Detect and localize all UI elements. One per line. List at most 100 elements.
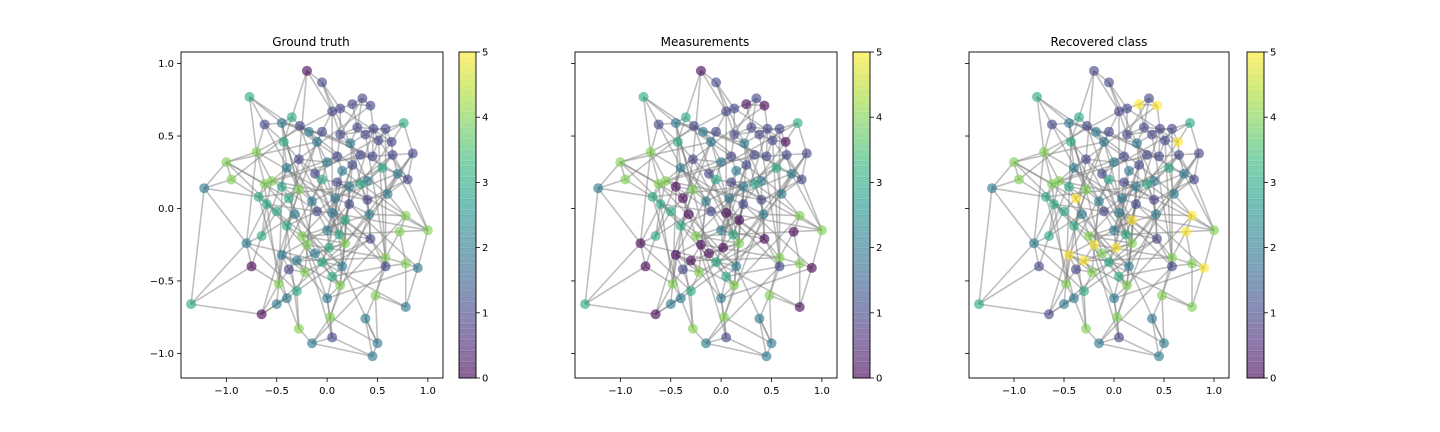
graph-node [281, 293, 292, 304]
graph-node [337, 261, 348, 272]
graph-edge [1013, 141, 1105, 163]
graph-node [771, 162, 782, 173]
graph-edge [597, 187, 642, 244]
graph-edge [639, 242, 692, 292]
graph-node [685, 286, 696, 297]
colorbar-segment [1247, 339, 1264, 346]
graph-node [816, 225, 827, 236]
graph-edge [301, 235, 346, 245]
colorbar-segment [853, 176, 870, 183]
colorbar-segment [853, 57, 870, 64]
graph-node [335, 280, 346, 291]
colorbar-segment [459, 258, 476, 265]
colorbar-segment [853, 122, 870, 129]
graph-node [1154, 351, 1164, 362]
graph-node [754, 313, 765, 324]
colorbar-tick-label: 0 [876, 374, 882, 385]
graph-node [368, 123, 379, 134]
graph-node [690, 231, 701, 242]
graph-node [244, 91, 255, 102]
graph-node [1097, 248, 1107, 259]
graph-node [1189, 174, 1199, 185]
graph-node [1109, 157, 1119, 168]
graph-edge [584, 303, 656, 316]
graph-node [301, 65, 312, 76]
graph-edge [1073, 298, 1087, 330]
graph-edge [723, 213, 765, 318]
graph-node [1132, 138, 1142, 149]
graph-node [387, 149, 398, 160]
colorbar-segment [459, 166, 476, 173]
y-tick-label: 0.0 [158, 204, 174, 215]
graph-node [638, 91, 649, 102]
graph-node [199, 183, 210, 194]
colorbar-segment [1247, 361, 1264, 368]
colorbar-segment [459, 79, 476, 86]
graph-node [276, 249, 287, 260]
graph-edge [1118, 265, 1173, 278]
colorbar-segment [459, 269, 476, 276]
colorbar-segment [459, 339, 476, 346]
graph-node [1114, 207, 1124, 218]
graph-node [293, 184, 304, 195]
graph-node [340, 238, 351, 249]
graph-node [1104, 126, 1114, 137]
graph-node [1131, 199, 1141, 210]
graph-edge [332, 265, 386, 278]
colorbar-segment [459, 236, 476, 243]
graph-edge [644, 235, 657, 267]
graph-node [1061, 278, 1071, 289]
colorbar-segment [853, 274, 870, 281]
graph-edge [1135, 203, 1205, 269]
graph-edge [1051, 183, 1130, 267]
graph-edge [1098, 265, 1173, 344]
graph-edge [584, 242, 642, 305]
graph-edge [334, 172, 398, 200]
graph-node [1164, 162, 1174, 173]
graph-node [380, 261, 391, 272]
graph-node [695, 239, 706, 250]
colorbar-segment [1247, 73, 1264, 80]
graph-edge [800, 179, 823, 231]
graph-edge [245, 203, 268, 244]
colorbar-segment [1247, 220, 1264, 227]
colorbar-segment [459, 345, 476, 352]
graph-node [728, 229, 739, 240]
graph-node [1134, 160, 1144, 171]
graph-edge [256, 110, 333, 153]
colorbar-segment [853, 291, 870, 297]
graph-node [273, 278, 284, 289]
graph-node [1159, 338, 1169, 349]
graph-node [407, 148, 418, 159]
colorbar-segment [459, 100, 476, 107]
graph-node [1079, 255, 1089, 266]
colorbar-segment [459, 204, 476, 211]
graph-node [281, 220, 292, 231]
graph-edge [348, 203, 419, 269]
colorbar-segment [1247, 57, 1264, 64]
colorbar-segment [1247, 291, 1264, 297]
graph-node [372, 338, 383, 349]
y-tick-label: −0.5 [150, 276, 174, 287]
colorbar-segment [1247, 367, 1264, 374]
graph-node [1160, 135, 1170, 146]
colorbar-segment [853, 334, 870, 341]
colorbar-segment [459, 117, 476, 124]
graph-node [1054, 175, 1064, 186]
graph-node [729, 280, 740, 291]
graph-node [1122, 129, 1132, 140]
graph-node [412, 262, 423, 273]
graph-node [303, 126, 314, 137]
graph-node [283, 264, 294, 275]
graph-edge [991, 187, 1047, 198]
colorbar-segment [1247, 242, 1264, 249]
graph-edge [321, 261, 407, 308]
graph-edge [735, 170, 801, 217]
graph-edge [402, 122, 414, 154]
graph-edge [265, 204, 280, 284]
colorbar-segment [853, 372, 870, 379]
graph-edge [645, 265, 674, 285]
graph-edge [1108, 82, 1155, 182]
y-tick-label: 1.0 [158, 59, 174, 70]
